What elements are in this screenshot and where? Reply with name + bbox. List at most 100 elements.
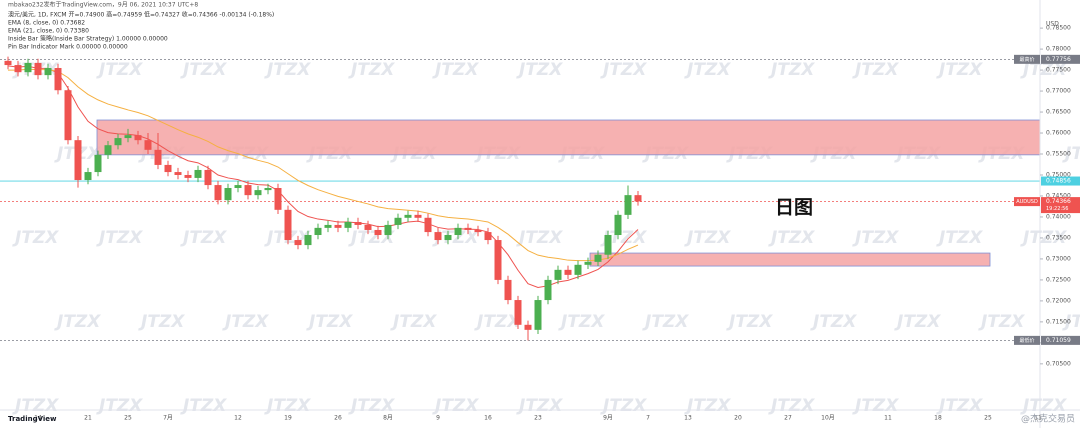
- watermark: JTZX: [348, 396, 395, 416]
- candle-body: [14, 65, 22, 73]
- candle-body: [454, 227, 462, 236]
- price-name: AUDUSD: [1016, 199, 1038, 205]
- candle-body: [174, 172, 182, 175]
- y-tick-label: 0.72000: [1046, 297, 1071, 304]
- candle-body: [464, 227, 472, 230]
- candle-body: [34, 62, 42, 76]
- price-box-label: 0.74366: [1046, 198, 1071, 205]
- y-tick-label: 0.78500: [1046, 25, 1071, 32]
- y-tick-label: 0.72500: [1046, 276, 1071, 283]
- candle-body: [164, 164, 172, 173]
- candle-body: [214, 185, 222, 201]
- watermark: JTZX: [432, 228, 479, 248]
- indicator: Pin Bar Indicator Mark 0.00000 0.00000: [8, 44, 128, 51]
- candle-body: [584, 261, 592, 265]
- watermark: JTZX: [516, 396, 563, 416]
- y-tick-label: 0.77500: [1046, 67, 1071, 74]
- candle-body: [404, 214, 412, 218]
- x-tick-label: 9: [436, 415, 440, 422]
- watermark: JTZX: [684, 396, 731, 416]
- candle-body: [54, 67, 62, 91]
- watermark: JTZX: [12, 228, 59, 248]
- x-tick-label: 11: [1034, 415, 1042, 422]
- watermark: JTZX: [96, 60, 143, 80]
- background-layer: JTZX JTZX JTZX JTZX JTZX JTZX JTZX JTZX JTZX JTZX…: [0, 58, 1080, 416]
- candle-body: [554, 269, 562, 280]
- y-tick-label: 0.74500: [1046, 192, 1071, 199]
- ema-line: [7, 65, 639, 288]
- watermark: JTZX: [432, 396, 479, 416]
- x-tick-label: 13: [684, 415, 692, 422]
- watermark: JTZX: [852, 228, 899, 248]
- candle-body: [424, 217, 432, 233]
- x-tick-label: 16: [484, 415, 492, 422]
- x-tick-label: 25: [984, 415, 992, 422]
- watermark: JTZX: [936, 396, 983, 416]
- candle-body: [74, 140, 82, 181]
- candle-body: [414, 214, 422, 218]
- currency: USD: [1046, 21, 1059, 28]
- watermark: JTZX: [810, 312, 857, 332]
- y-tick-label: 0.74000: [1046, 213, 1071, 220]
- price-box: [1041, 335, 1080, 345]
- y-tick-label: 0.77000: [1046, 88, 1071, 95]
- candle-body: [44, 67, 52, 76]
- candle-body: [434, 232, 442, 241]
- watermark: JTZX: [936, 228, 983, 248]
- watermark: JTZX: [432, 60, 479, 80]
- candle-body: [264, 188, 272, 191]
- watermark: JTZX: [306, 312, 353, 332]
- watermark: JTZX: [390, 312, 437, 332]
- candle-body: [4, 60, 12, 66]
- candle-body: [624, 195, 632, 215]
- watermark: JTZX: [852, 60, 899, 80]
- candle-body: [304, 235, 312, 246]
- watermark: JTZX: [768, 228, 815, 248]
- x-tick-label: 9月: [603, 415, 613, 422]
- candle-body: [384, 224, 392, 236]
- candle-body: [594, 254, 602, 262]
- x-tick-label: 25: [124, 415, 132, 422]
- watermark: JTZX: [264, 396, 311, 416]
- watermark: JTZX: [180, 396, 227, 416]
- indicator: EMA (8, close, 0) 0.73682: [8, 20, 85, 27]
- price-name: 最低价: [1019, 337, 1034, 344]
- candle-body: [524, 324, 532, 330]
- candle-body: [104, 145, 112, 155]
- logo: TradingView: [8, 415, 57, 423]
- watermark: JTZX: [264, 60, 311, 80]
- watermark: JTZX: [12, 396, 59, 416]
- candle-body: [244, 185, 252, 196]
- candle-body: [64, 90, 72, 141]
- watermark: JTZX: [600, 60, 647, 80]
- candle-body: [204, 169, 212, 186]
- candle-body: [234, 185, 242, 189]
- candle-body: [224, 188, 232, 201]
- candle-body: [344, 221, 352, 228]
- watermark: JTZX: [54, 312, 101, 332]
- candle-body: [154, 149, 162, 165]
- x-tick-label: 14: [34, 415, 42, 422]
- watermark: JTZX: [180, 228, 227, 248]
- x-tick-label: 19: [284, 415, 292, 422]
- watermark: JTZX: [516, 60, 563, 80]
- x-tick-label: 26: [334, 415, 342, 422]
- zone: [589, 252, 991, 267]
- watermark: JTZX: [978, 312, 1025, 332]
- candle-body: [484, 232, 492, 241]
- candle-body: [354, 221, 362, 225]
- candle-body: [184, 174, 192, 178]
- candle-body: [534, 300, 542, 330]
- credit: @杰克交易员: [1021, 413, 1075, 425]
- zone: [96, 119, 1041, 156]
- watermark: JTZX: [96, 228, 143, 248]
- y-tick-label: 0.70500: [1046, 360, 1071, 367]
- x-tick-label: 12: [234, 415, 242, 422]
- y-tick-label: 0.75500: [1046, 151, 1071, 158]
- watermark: JTZX: [348, 228, 395, 248]
- countdown: 19:22:56: [1046, 206, 1068, 212]
- watermark: JTZX: [222, 312, 269, 332]
- indicator: EMA (21, close, 0) 0.73380: [8, 28, 89, 35]
